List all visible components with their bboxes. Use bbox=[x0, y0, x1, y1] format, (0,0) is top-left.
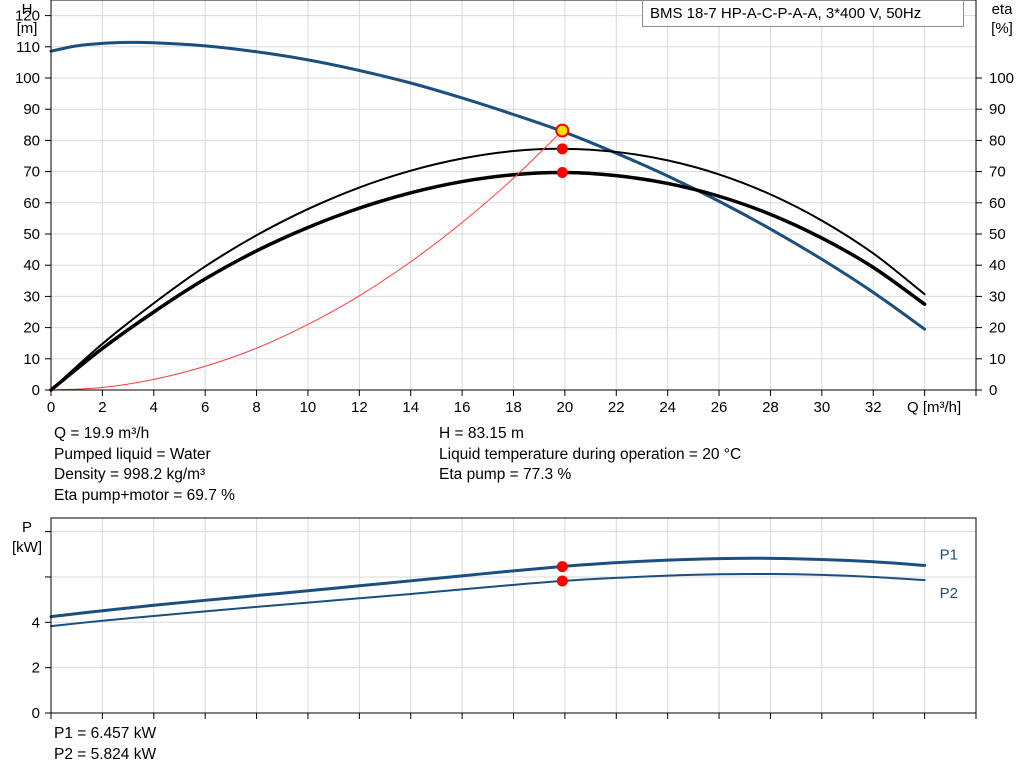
p2-label: P2 bbox=[940, 585, 958, 602]
eta-total-curve bbox=[49, 170, 927, 392]
y2-tick-label: 10 bbox=[989, 351, 1006, 368]
head-chart-axes: 0 2 4 6 8 10 12 14 16 18 20 22 24 26 28 30 32 Q [m³/h]010… bbox=[15, 0, 1014, 416]
y-tick-label: 120 bbox=[15, 8, 40, 25]
y2-tick-label: 60 bbox=[989, 195, 1006, 212]
y-tick-label: 80 bbox=[23, 132, 40, 149]
density-value: Density = 998.2 kg/m³ bbox=[54, 466, 206, 483]
x-tick-label: 16 bbox=[454, 399, 471, 416]
y2-tick-label: 30 bbox=[989, 288, 1006, 305]
power-point-1 bbox=[556, 561, 568, 573]
y2-axis-unit: [%] bbox=[991, 20, 1013, 37]
power-point-2 bbox=[556, 575, 568, 587]
power-chart-series: P1 P2 bbox=[49, 546, 958, 628]
x-tick-label: 20 bbox=[557, 399, 574, 416]
eta-pump-motor: Eta pump+motor = 69.7 % bbox=[54, 486, 235, 504]
y2-tick-label: 90 bbox=[989, 101, 1006, 118]
y-tick-label: 0 bbox=[32, 705, 40, 722]
y-tick-label: 10 bbox=[23, 351, 40, 368]
y-tick-label: 50 bbox=[23, 226, 40, 243]
y-tick-label: 100 bbox=[15, 70, 40, 87]
head-value: H = 83.15 m bbox=[439, 425, 524, 442]
power-axis-label: P bbox=[22, 519, 32, 536]
y-tick-label: 70 bbox=[23, 164, 40, 181]
power-chart-grid bbox=[50, 518, 977, 714]
y2-tick-label: 0 bbox=[989, 382, 997, 399]
x-axis-label: Q [m³/h] bbox=[907, 399, 961, 416]
eta_pump-point bbox=[556, 143, 568, 155]
y2-tick-label: 20 bbox=[989, 320, 1006, 337]
x-tick-label: 24 bbox=[659, 399, 676, 416]
y2-tick-label: 80 bbox=[989, 132, 1006, 149]
y2-tick-label: 40 bbox=[989, 257, 1006, 274]
x-tick-label: 30 bbox=[813, 399, 830, 416]
eta-pump-curve bbox=[50, 147, 926, 391]
p1-label: P1 bbox=[940, 546, 958, 563]
y-tick-label: 4 bbox=[32, 614, 40, 631]
power-chart-axes: 0 2 4 P [kW] bbox=[12, 517, 977, 722]
y2-tick-label: 100 bbox=[989, 70, 1014, 87]
x-tick-label: 18 bbox=[505, 399, 522, 416]
duty-info-right: H = 83.15 m Liquid temperature during op… bbox=[439, 424, 741, 486]
x-tick-label: 22 bbox=[608, 399, 625, 416]
y2-tick-label: 50 bbox=[989, 226, 1006, 243]
x-tick-label: 14 bbox=[402, 399, 419, 416]
eta_total-point bbox=[556, 167, 568, 179]
x-tick-label: 8 bbox=[252, 399, 260, 416]
head-chart-grid bbox=[50, 0, 977, 391]
power-axis-unit: [kW] bbox=[12, 539, 42, 556]
y-tick-label: 20 bbox=[23, 320, 40, 337]
duty-info-left: Q = 19.9 m³/h Pumped liquid = Water Dens… bbox=[54, 424, 235, 506]
p1-value: P1 = 6.457 kW bbox=[54, 725, 157, 742]
flow-value: Q = 19.9 m³/h bbox=[54, 425, 150, 442]
eta-pump: Eta pump = 77.3 % bbox=[439, 466, 572, 483]
operating-points bbox=[555, 123, 570, 587]
y-tick-label: 30 bbox=[23, 288, 40, 305]
p1-curve bbox=[49, 556, 927, 619]
x-tick-label: 6 bbox=[201, 399, 209, 416]
y-axis-label: H bbox=[22, 1, 33, 18]
liquid-temperature: Liquid temperature during operation = 20… bbox=[439, 445, 742, 463]
x-tick-label: 10 bbox=[300, 399, 317, 416]
y-tick-label: 90 bbox=[23, 101, 40, 118]
y-tick-label: 0 bbox=[32, 382, 40, 399]
p2-curve bbox=[50, 572, 926, 628]
y-tick-label: 40 bbox=[23, 257, 40, 274]
power-info: P1 = 6.457 kW P2 = 5.824 kW bbox=[54, 724, 156, 765]
x-tick-label: 26 bbox=[711, 399, 728, 416]
x-tick-label: 32 bbox=[865, 399, 882, 416]
pump-title: BMS 18-7 HP-A-C-P-A-A, 3*400 V, 50Hz bbox=[642, 0, 964, 27]
head-chart-series bbox=[49, 40, 927, 392]
y2-axis-label: eta bbox=[992, 1, 1014, 18]
system-curve bbox=[50, 130, 563, 391]
duty-point bbox=[555, 123, 570, 138]
y2-tick-label: 70 bbox=[989, 164, 1006, 181]
y-axis-unit: [m] bbox=[17, 20, 38, 37]
x-tick-label: 0 bbox=[47, 399, 55, 416]
y-tick-label: 2 bbox=[32, 660, 40, 677]
x-tick-label: 4 bbox=[150, 399, 158, 416]
x-tick-label: 28 bbox=[762, 399, 779, 416]
x-tick-label: 12 bbox=[351, 399, 368, 416]
y-tick-label: 110 bbox=[16, 39, 40, 56]
head-curve bbox=[49, 40, 927, 331]
pumped-liquid: Pumped liquid = Water bbox=[54, 445, 211, 463]
p2-value: P2 = 5.824 kW bbox=[54, 745, 157, 763]
x-tick-label: 2 bbox=[98, 399, 106, 416]
y-tick-label: 60 bbox=[23, 195, 40, 212]
